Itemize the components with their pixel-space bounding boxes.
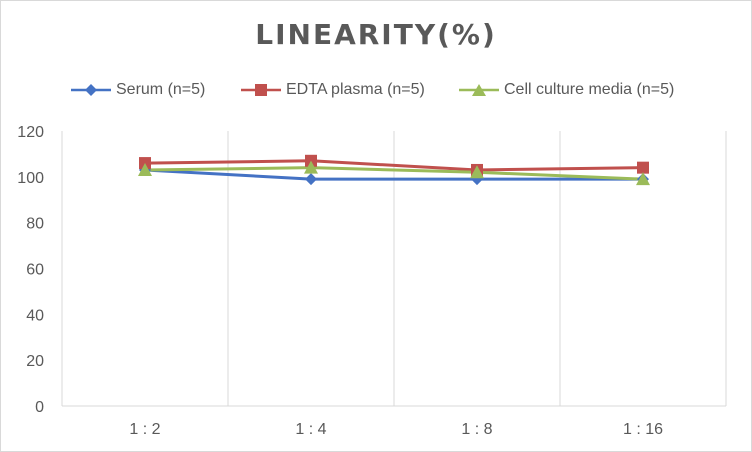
- x-tick-label: 1 : 4: [295, 421, 326, 438]
- data-point-series-0: [305, 173, 317, 186]
- data-point-series-2: [636, 172, 650, 186]
- legend-marker-edta-plasma: [241, 84, 281, 96]
- y-tick-label: 80: [26, 216, 44, 233]
- series-line-1: [144, 159, 644, 172]
- y-tick-label: 20: [26, 353, 44, 370]
- y-tick-label: 60: [26, 262, 44, 279]
- legend-label-serum: Serum (n=5): [116, 81, 206, 98]
- x-tick-label: 1 : 16: [623, 421, 663, 438]
- legend-item-serum: Serum (n=5): [70, 78, 205, 102]
- legend-item-cell-culture-media: Cell culture media (n=5): [458, 78, 674, 102]
- legend-label-edta-plasma: EDTA plasma (n=5): [286, 81, 425, 98]
- x-tick-label: 1 : 2: [129, 421, 160, 438]
- series-line-2: [144, 166, 644, 181]
- data-point-series-2: [470, 165, 484, 179]
- y-tick-label: 0: [35, 399, 44, 416]
- y-tick-label: 40: [26, 307, 44, 324]
- x-tick-label: 1 : 8: [461, 421, 492, 438]
- legend-item-edta-plasma: EDTA plasma (n=5): [240, 78, 425, 102]
- y-tick-label: 120: [17, 124, 44, 141]
- legend-marker-cell-culture-media: [459, 84, 499, 96]
- data-point-series-2: [304, 160, 318, 174]
- legend-marker-serum: [71, 84, 111, 96]
- data-point-series-2: [138, 162, 152, 176]
- legend-label-cell-culture-media: Cell culture media (n=5): [504, 81, 675, 98]
- series-line-0: [144, 168, 643, 181]
- data-point-series-1: [637, 161, 649, 174]
- y-tick-label: 100: [17, 170, 44, 187]
- chart-legend: Serum (n=5) EDTA plasma (n=5) Cell cultu…: [0, 78, 752, 102]
- chart-title: LINEARITY(%): [255, 18, 497, 51]
